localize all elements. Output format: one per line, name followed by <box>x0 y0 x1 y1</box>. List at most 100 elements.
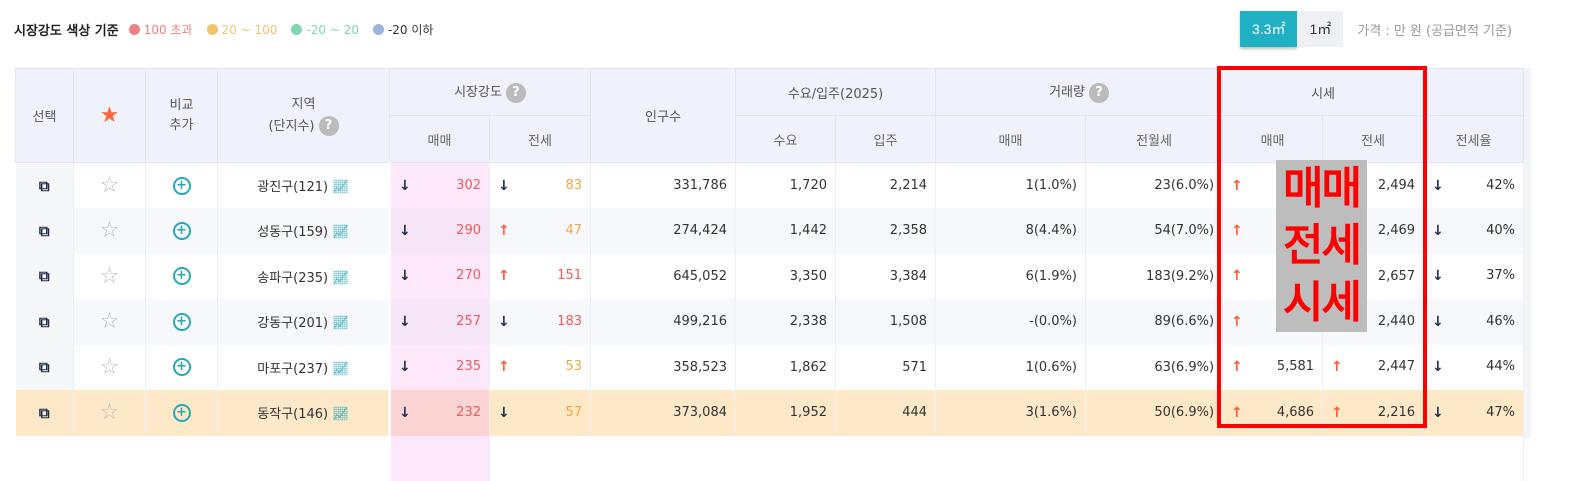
region-name[interactable]: 마포구(237) <box>257 362 328 377</box>
volume-sale-cell: 6(1.9%) <box>936 254 1086 300</box>
star-outline-icon[interactable]: ☆ <box>100 264 120 289</box>
region-cell[interactable]: 송파구(235) 📈︎ <box>218 254 390 300</box>
add-compare-icon[interactable]: + <box>173 358 191 376</box>
legend-dot <box>207 24 218 35</box>
population-cell: 499,216 <box>591 299 736 345</box>
move-in-cell: 444 <box>836 390 936 436</box>
region-name[interactable]: 광진구(121) <box>257 180 328 195</box>
strength-sale-cell: ↓ 232 <box>390 390 490 436</box>
trend-chart-icon[interactable]: 📈︎ <box>332 407 349 422</box>
region-name[interactable]: 송파구(235) <box>257 271 328 286</box>
strength-sale-cell: ↓270 <box>390 254 490 300</box>
external-link-icon[interactable]: ⧉ <box>39 313 50 331</box>
region-cell[interactable]: 마포구(237) 📈︎ <box>218 345 390 391</box>
demand-cell: 1,952 <box>736 390 836 436</box>
demand-cell: 1,862 <box>736 345 836 391</box>
move-in-cell: 571 <box>836 345 936 391</box>
star-outline-icon[interactable]: ☆ <box>100 218 120 243</box>
add-compare-icon[interactable]: + <box>173 404 191 422</box>
trend-chart-icon[interactable]: 📈︎ <box>332 362 349 377</box>
move-in-cell: 1,508 <box>836 299 936 345</box>
strength-jeonse-value: 83 <box>565 178 582 193</box>
strength-jeonse-cell: ↑151 <box>490 254 591 300</box>
demand-cell: 1,720 <box>736 163 836 209</box>
header-strength-label: 시장강도 <box>454 85 502 100</box>
region-cell[interactable]: 성동구(159) 📈︎ <box>218 208 390 254</box>
header-demand: 수요 <box>736 116 836 163</box>
star-outline-icon[interactable]: ☆ <box>100 400 120 425</box>
favorite-cell: ☆ <box>74 163 146 209</box>
open-link-cell: ⧉ <box>16 345 74 391</box>
trend-chart-icon[interactable]: 📈︎ <box>332 316 349 331</box>
ratio-cell: ↓40% <box>1424 208 1524 254</box>
arrow-down-icon: ↓ <box>1432 223 1444 239</box>
add-compare-icon[interactable]: + <box>173 177 191 195</box>
star-outline-icon[interactable]: ☆ <box>100 309 120 334</box>
header-volume: 거래량? <box>936 69 1223 116</box>
unit-3.3m2-button[interactable]: 3.3㎡ <box>1240 11 1297 47</box>
favorite-cell: ☆ <box>74 345 146 391</box>
legend-item: -20 ~ 20 <box>291 21 359 38</box>
legend-title: 시장강도 색상 기준 <box>14 20 119 39</box>
help-icon[interactable]: ? <box>506 83 526 103</box>
region-name[interactable]: 동작구(146) <box>257 407 328 422</box>
arrow-down-icon: ↓ <box>399 405 411 421</box>
move-in-cell: 2,214 <box>836 163 936 209</box>
overlay-label: 매매 전세 시세 <box>1276 160 1367 332</box>
strength-sale-cell: ↓235 <box>390 345 490 391</box>
header-favorite: ★ <box>74 69 146 163</box>
strength-sale-value: 232 <box>456 405 481 420</box>
overlay-line: 매매 <box>1276 160 1367 217</box>
header-strength: 시장강도? <box>390 69 591 116</box>
ratio-cell: ↓37% <box>1424 254 1524 300</box>
help-icon[interactable]: ? <box>319 116 339 136</box>
trend-chart-icon[interactable]: 📈︎ <box>332 180 349 195</box>
strength-jeonse-cell: ↓183 <box>490 299 591 345</box>
favorite-cell: ☆ <box>74 299 146 345</box>
external-link-icon[interactable]: ⧉ <box>39 404 50 422</box>
header-volume-label: 거래량 <box>1049 85 1085 100</box>
arrow-down-icon: ↓ <box>399 268 411 284</box>
strength-jeonse-cell: ↑47 <box>490 208 591 254</box>
move-in-cell: 2,358 <box>836 208 936 254</box>
strength-sale-value: 235 <box>456 359 481 374</box>
move-in-cell: 3,384 <box>836 254 936 300</box>
region-cell[interactable]: 동작구(146) 📈︎ <box>218 390 390 436</box>
strength-sale-value: 302 <box>456 178 481 193</box>
volume-sale-cell: -(0.0%) <box>936 299 1086 345</box>
population-cell: 645,052 <box>591 254 736 300</box>
region-name[interactable]: 강동구(201) <box>257 316 328 331</box>
external-link-icon[interactable]: ⧉ <box>39 267 50 285</box>
header-blank <box>1424 69 1524 116</box>
trend-chart-icon[interactable]: 📈︎ <box>332 271 349 286</box>
region-cell[interactable]: 광진구(121) 📈︎ <box>218 163 390 209</box>
volume-sale-cell: 1(1.0%) <box>936 163 1086 209</box>
external-link-icon[interactable]: ⧉ <box>39 222 50 240</box>
star-outline-icon[interactable]: ☆ <box>100 355 120 380</box>
volume-rent-cell: 89(6.6%) <box>1086 299 1223 345</box>
strength-jeonse-value: 151 <box>557 268 582 283</box>
volume-rent-cell: 23(6.0%) <box>1086 163 1223 209</box>
volume-sale-cell: 3(1.6%) <box>936 390 1086 436</box>
ratio-value: 46% <box>1486 314 1515 329</box>
star-outline-icon[interactable]: ☆ <box>100 173 120 198</box>
favorite-cell: ☆ <box>74 208 146 254</box>
strength-jeonse-value: 53 <box>565 359 582 374</box>
ratio-value: 44% <box>1486 359 1515 374</box>
add-compare-icon[interactable]: + <box>173 313 191 331</box>
region-cell[interactable]: 강동구(201) 📈︎ <box>218 299 390 345</box>
overlay-line: 시세 <box>1276 274 1367 331</box>
external-link-icon[interactable]: ⧉ <box>39 177 50 195</box>
table-scroll-edge <box>1523 68 1531 438</box>
trend-chart-icon[interactable]: 📈︎ <box>332 225 349 240</box>
help-icon[interactable]: ? <box>1089 83 1109 103</box>
external-link-icon[interactable]: ⧉ <box>39 358 50 376</box>
unit-1m2-button[interactable]: 1㎡ <box>1297 11 1343 47</box>
header-region-label: 지역 <box>218 94 389 116</box>
region-name[interactable]: 성동구(159) <box>257 225 328 240</box>
strength-sale-cell: ↓302 <box>390 163 490 209</box>
add-compare-icon[interactable]: + <box>173 267 191 285</box>
add-compare-icon[interactable]: + <box>173 222 191 240</box>
header-move-in: 입주 <box>836 116 936 163</box>
